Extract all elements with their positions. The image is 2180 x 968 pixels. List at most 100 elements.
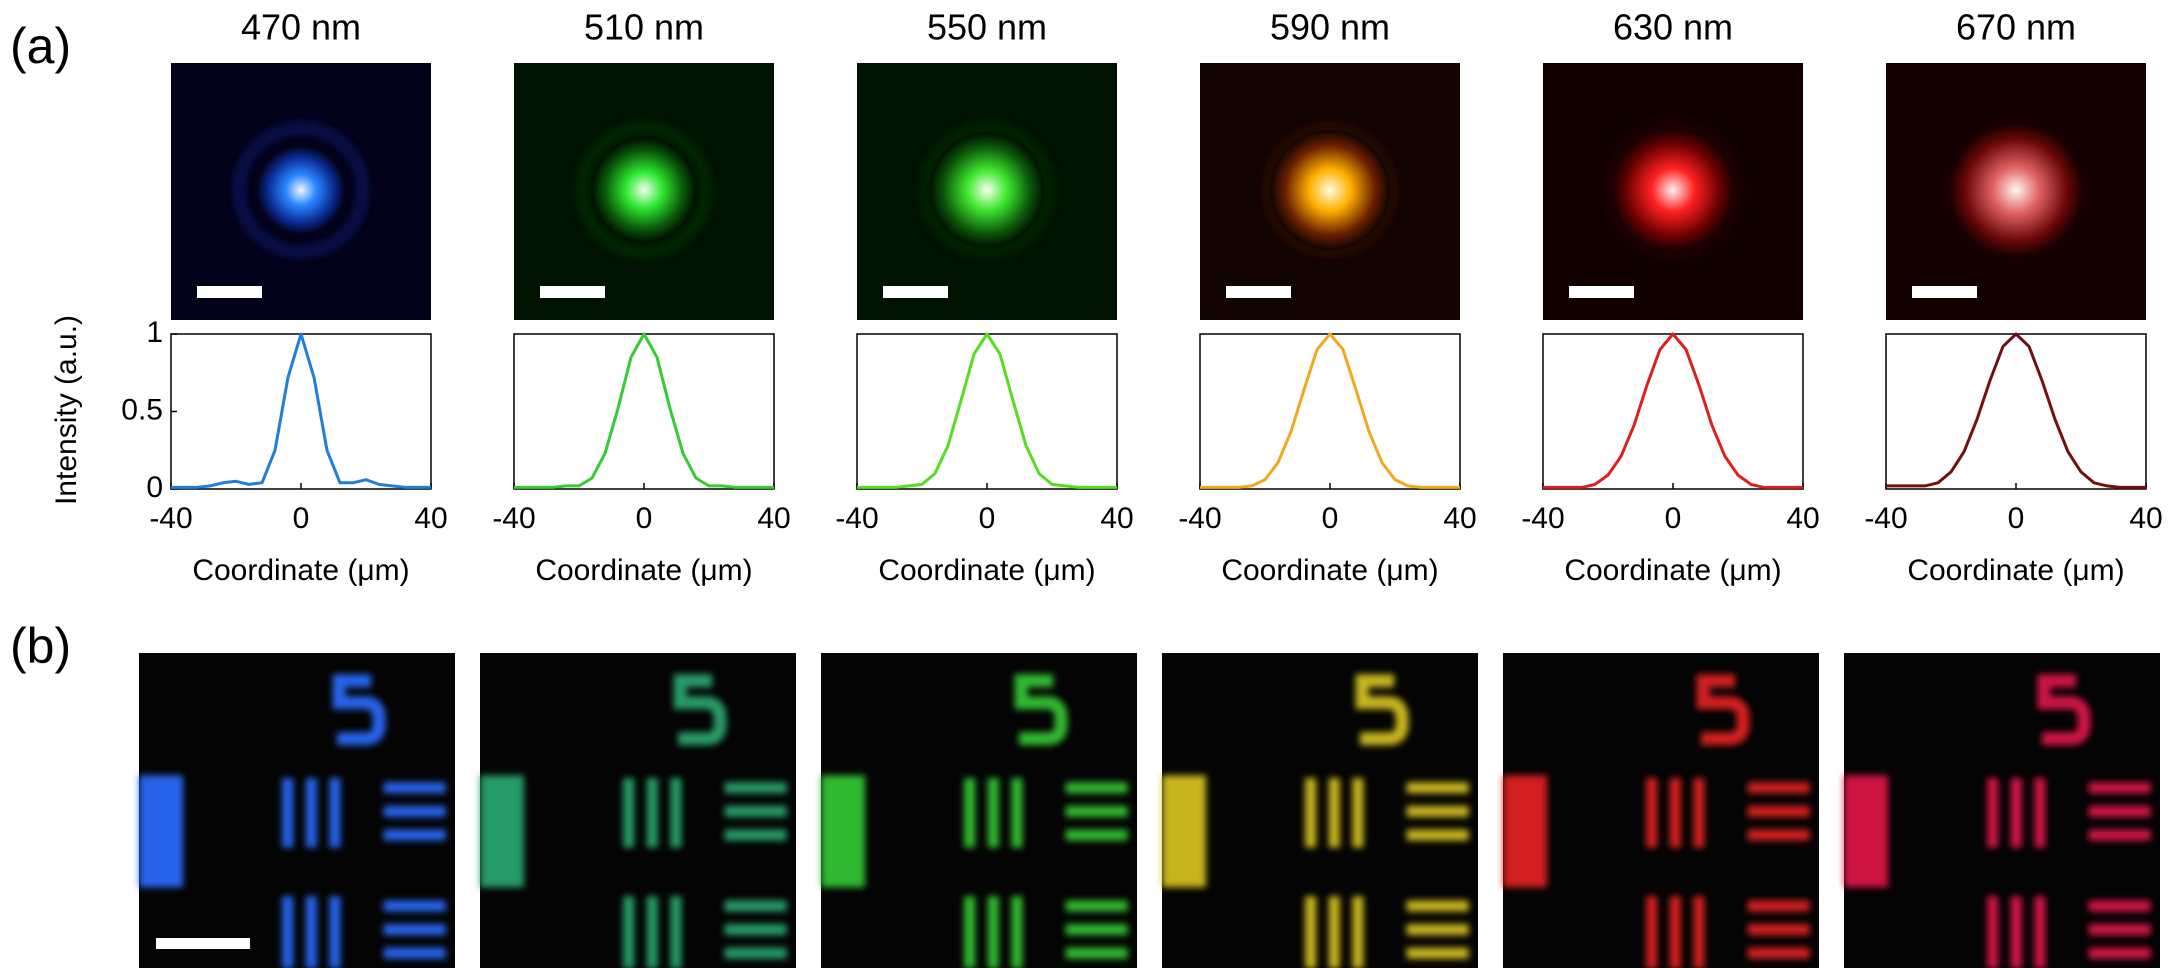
target-bar xyxy=(1352,896,1364,968)
axes-box xyxy=(856,333,1118,490)
target-bar xyxy=(2034,896,2046,968)
panel-label: (b) xyxy=(10,618,71,674)
target-bar xyxy=(1747,782,1810,794)
target-square xyxy=(139,775,183,888)
target-bar xyxy=(383,805,446,817)
target-bar xyxy=(1406,947,1469,959)
target-bar xyxy=(1406,924,1469,936)
x-tick-label: 0 xyxy=(293,502,310,535)
target-bar xyxy=(1406,805,1469,817)
x-tick-label: 0 xyxy=(1665,502,1682,535)
target-digit xyxy=(1355,674,1409,746)
target-bar xyxy=(383,782,446,794)
x-tick-label: 40 xyxy=(757,502,790,535)
scale-bar xyxy=(197,286,262,298)
target-bar xyxy=(987,896,999,968)
x-tick-label: -40 xyxy=(1178,502,1221,535)
target-bar xyxy=(1747,924,1810,936)
x-tick-label: -40 xyxy=(835,502,878,535)
target-bar xyxy=(1747,805,1810,817)
target-bar xyxy=(1065,829,1128,841)
profile-line xyxy=(1886,332,2146,489)
target-bar xyxy=(724,782,787,794)
target-bar xyxy=(1987,778,1999,848)
target-bar xyxy=(1065,947,1128,959)
profile-line xyxy=(171,332,431,489)
y-tick-label: 0 xyxy=(146,471,163,504)
target-digit xyxy=(673,674,727,746)
target-bar xyxy=(2088,782,2151,794)
target-bar xyxy=(964,896,976,968)
chart-title: 510 nm xyxy=(584,7,704,48)
profile-line xyxy=(514,332,774,489)
target-bar xyxy=(724,829,787,841)
target-bar xyxy=(2088,947,2151,959)
target-bar xyxy=(2088,924,2151,936)
target-bar xyxy=(1669,778,1681,848)
target-pattern xyxy=(1162,674,1469,968)
target-pattern xyxy=(139,674,446,968)
target-bar xyxy=(1693,778,1705,848)
x-tick-label: 0 xyxy=(636,502,653,535)
target-bar xyxy=(1406,829,1469,841)
chart-title: 670 nm xyxy=(1956,7,2076,48)
target-bar xyxy=(724,947,787,959)
target-bar xyxy=(670,778,682,848)
target-bar xyxy=(1065,805,1128,817)
axes-box xyxy=(170,333,432,490)
scale-bar xyxy=(156,938,250,949)
chart-title: 630 nm xyxy=(1613,7,1733,48)
target-bar xyxy=(1328,896,1340,968)
target-pattern xyxy=(821,674,1128,968)
target-bar xyxy=(724,900,787,912)
target-square xyxy=(821,775,865,888)
target-bar xyxy=(1305,778,1317,848)
x-axis-label: Coordinate (μm) xyxy=(1907,554,2124,587)
axes-box xyxy=(1199,333,1461,490)
x-axis-label: Coordinate (μm) xyxy=(1221,554,1438,587)
x-tick-label: -40 xyxy=(1521,502,1564,535)
target-pattern xyxy=(480,674,787,968)
spot xyxy=(1270,130,1390,250)
spot xyxy=(1948,122,2084,258)
target-bar xyxy=(329,778,341,848)
scale-bar xyxy=(1226,286,1291,298)
target-bar xyxy=(1747,829,1810,841)
target-bar xyxy=(2010,778,2022,848)
target-bar xyxy=(1669,896,1681,968)
spot-halo xyxy=(232,121,370,259)
target-pattern xyxy=(1503,674,1810,968)
target-square xyxy=(1503,775,1547,888)
target-bar xyxy=(724,805,787,817)
target-bar xyxy=(305,896,317,968)
target-bar xyxy=(2088,805,2151,817)
y-axis-label: Intensity (a.u.) xyxy=(50,315,83,505)
axes-box xyxy=(1885,333,2147,490)
x-axis-label: Coordinate (μm) xyxy=(878,554,1095,587)
target-bar xyxy=(1328,778,1340,848)
x-tick-label: 40 xyxy=(2129,502,2162,535)
target-bar xyxy=(282,778,294,848)
target-bar xyxy=(1065,900,1128,912)
spot xyxy=(929,132,1045,248)
target-digit xyxy=(1014,674,1068,746)
target-bar xyxy=(670,896,682,968)
profile-line xyxy=(857,332,1117,489)
target-digit xyxy=(1696,674,1750,746)
x-tick-label: 40 xyxy=(414,502,447,535)
target-bar xyxy=(1987,896,1999,968)
target-digit xyxy=(332,674,386,746)
chart-title: 550 nm xyxy=(927,7,1047,48)
x-tick-label: -40 xyxy=(149,502,192,535)
target-bar xyxy=(2088,829,2151,841)
target-bar xyxy=(1011,896,1023,968)
target-bar xyxy=(1406,900,1469,912)
chart-title: 590 nm xyxy=(1270,7,1390,48)
target-bar xyxy=(646,896,658,968)
spot xyxy=(256,145,346,235)
profile-line xyxy=(1200,332,1460,489)
target-pattern xyxy=(1844,674,2151,968)
scale-bar xyxy=(1569,286,1634,298)
target-bar xyxy=(383,924,446,936)
